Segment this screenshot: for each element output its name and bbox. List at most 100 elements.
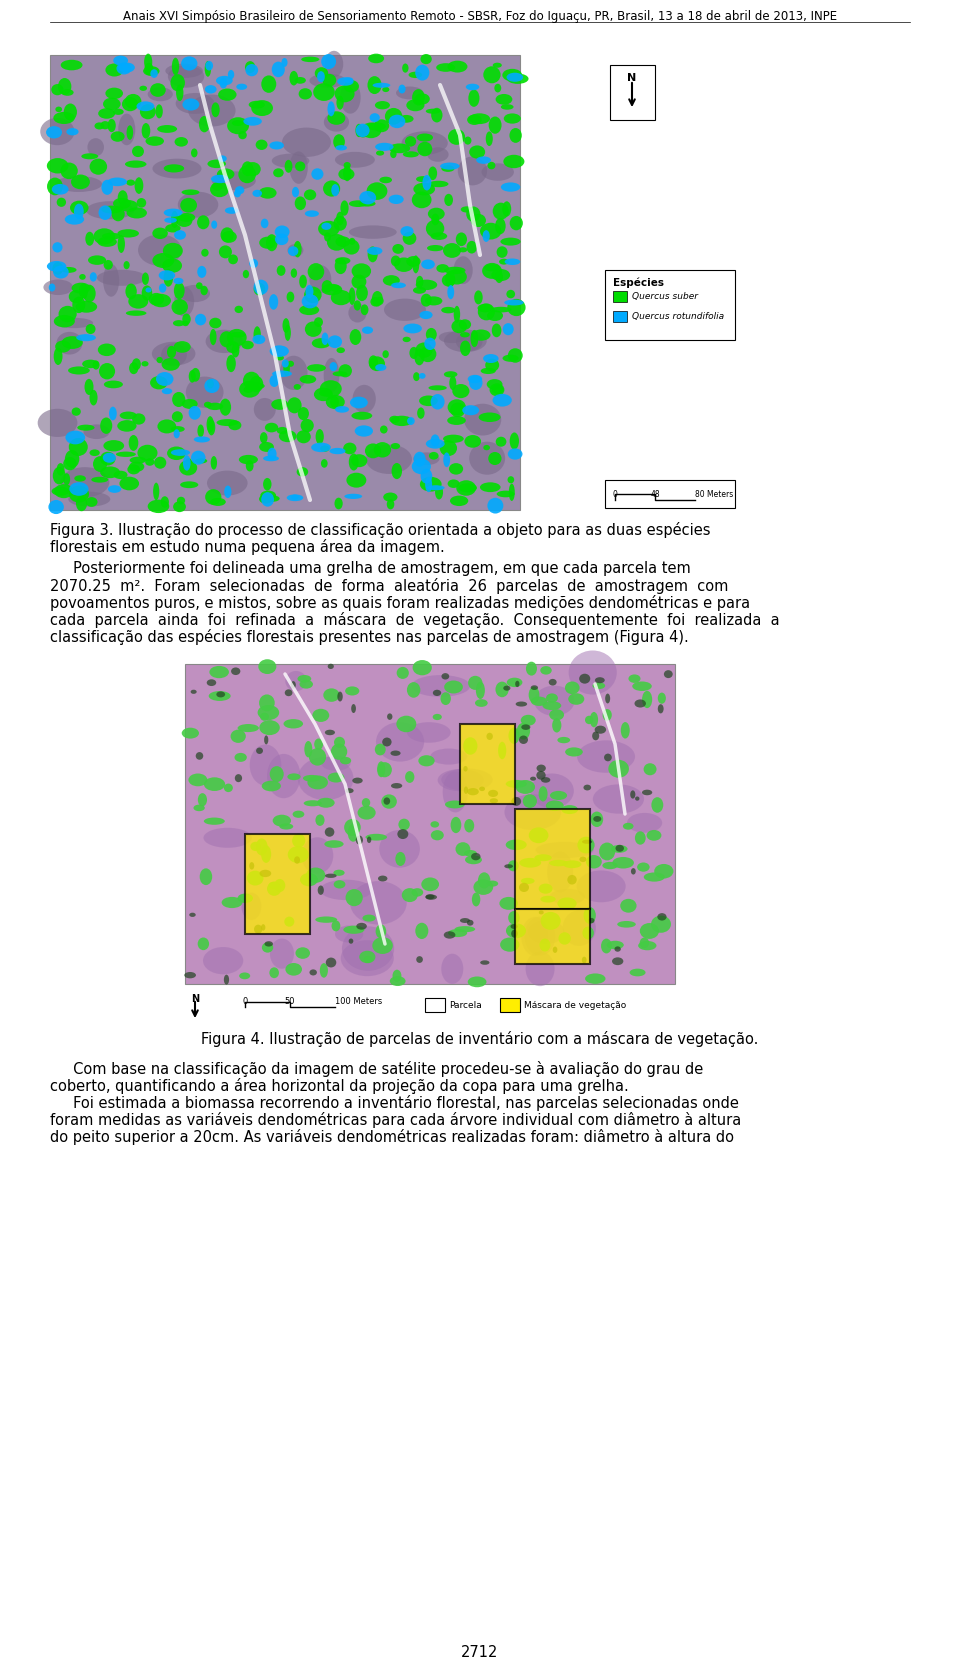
Ellipse shape <box>129 362 138 374</box>
Ellipse shape <box>366 445 412 473</box>
Ellipse shape <box>324 688 340 703</box>
Ellipse shape <box>309 747 326 766</box>
Ellipse shape <box>367 183 388 199</box>
Ellipse shape <box>235 774 242 782</box>
Ellipse shape <box>140 105 156 120</box>
Ellipse shape <box>194 804 204 811</box>
Ellipse shape <box>444 435 464 443</box>
Ellipse shape <box>372 937 393 953</box>
Ellipse shape <box>344 239 360 254</box>
Ellipse shape <box>536 842 593 859</box>
Ellipse shape <box>449 375 456 390</box>
Ellipse shape <box>102 233 121 239</box>
Ellipse shape <box>452 384 469 399</box>
Ellipse shape <box>296 947 310 958</box>
Ellipse shape <box>391 782 402 789</box>
Ellipse shape <box>454 927 475 932</box>
Ellipse shape <box>153 252 174 267</box>
Ellipse shape <box>549 709 564 721</box>
Ellipse shape <box>406 100 424 111</box>
Ellipse shape <box>287 774 300 781</box>
Ellipse shape <box>305 284 314 299</box>
Ellipse shape <box>97 269 147 286</box>
Ellipse shape <box>464 850 477 857</box>
Ellipse shape <box>369 53 384 63</box>
Ellipse shape <box>487 311 503 321</box>
Ellipse shape <box>362 797 371 807</box>
Ellipse shape <box>305 211 319 218</box>
Ellipse shape <box>429 452 439 460</box>
Ellipse shape <box>293 811 304 817</box>
Ellipse shape <box>212 183 223 191</box>
Ellipse shape <box>342 927 395 972</box>
Ellipse shape <box>211 221 217 229</box>
Ellipse shape <box>305 322 322 337</box>
Ellipse shape <box>436 63 455 71</box>
Ellipse shape <box>172 299 188 316</box>
Ellipse shape <box>217 419 238 425</box>
Ellipse shape <box>516 723 530 739</box>
Ellipse shape <box>331 291 351 306</box>
Ellipse shape <box>125 95 141 110</box>
Ellipse shape <box>418 141 432 156</box>
Ellipse shape <box>354 425 373 437</box>
Ellipse shape <box>283 719 303 729</box>
Ellipse shape <box>337 347 345 354</box>
Ellipse shape <box>156 105 163 118</box>
Ellipse shape <box>502 68 522 81</box>
Ellipse shape <box>444 681 463 694</box>
Ellipse shape <box>335 925 363 943</box>
Ellipse shape <box>46 126 62 138</box>
Ellipse shape <box>74 475 85 482</box>
Ellipse shape <box>521 724 530 729</box>
Ellipse shape <box>209 317 222 329</box>
Ellipse shape <box>397 829 408 839</box>
Ellipse shape <box>153 228 168 239</box>
Ellipse shape <box>469 442 505 475</box>
Ellipse shape <box>444 267 466 274</box>
Ellipse shape <box>174 282 184 299</box>
Ellipse shape <box>327 664 334 669</box>
Ellipse shape <box>260 490 276 500</box>
Ellipse shape <box>415 65 429 81</box>
Ellipse shape <box>250 744 281 786</box>
Ellipse shape <box>269 882 279 889</box>
Ellipse shape <box>274 168 284 178</box>
Ellipse shape <box>402 889 418 902</box>
Ellipse shape <box>148 88 173 101</box>
Ellipse shape <box>206 417 214 434</box>
Ellipse shape <box>442 307 456 314</box>
Ellipse shape <box>454 306 460 322</box>
Ellipse shape <box>260 432 268 443</box>
Ellipse shape <box>276 427 288 434</box>
Ellipse shape <box>639 937 649 948</box>
Ellipse shape <box>379 830 420 867</box>
Ellipse shape <box>165 224 180 233</box>
Ellipse shape <box>259 236 276 249</box>
Ellipse shape <box>314 317 323 327</box>
Ellipse shape <box>77 425 94 430</box>
Ellipse shape <box>387 713 393 719</box>
Ellipse shape <box>344 163 350 169</box>
Ellipse shape <box>433 689 442 696</box>
Ellipse shape <box>456 480 476 495</box>
Ellipse shape <box>372 83 391 88</box>
Ellipse shape <box>210 181 229 198</box>
Ellipse shape <box>459 483 477 492</box>
Ellipse shape <box>314 739 324 751</box>
Text: coberto, quantificando a área horizontal da projeção da copa para uma grelha.: coberto, quantificando a área horizontal… <box>50 1078 629 1095</box>
Ellipse shape <box>594 726 606 734</box>
Ellipse shape <box>126 311 147 316</box>
Text: 2070.25  m².  Foram  selecionadas  de  forma  aleatória  26  parcelas  de  amost: 2070.25 m². Foram selecionadas de forma … <box>50 578 729 595</box>
Ellipse shape <box>98 344 116 355</box>
Ellipse shape <box>113 198 131 209</box>
Ellipse shape <box>341 201 348 216</box>
Ellipse shape <box>412 191 431 208</box>
Ellipse shape <box>580 857 587 862</box>
Ellipse shape <box>431 394 444 410</box>
Ellipse shape <box>615 845 624 852</box>
Ellipse shape <box>335 405 349 412</box>
Ellipse shape <box>465 855 482 864</box>
Text: 48: 48 <box>650 490 660 498</box>
Ellipse shape <box>496 246 508 257</box>
